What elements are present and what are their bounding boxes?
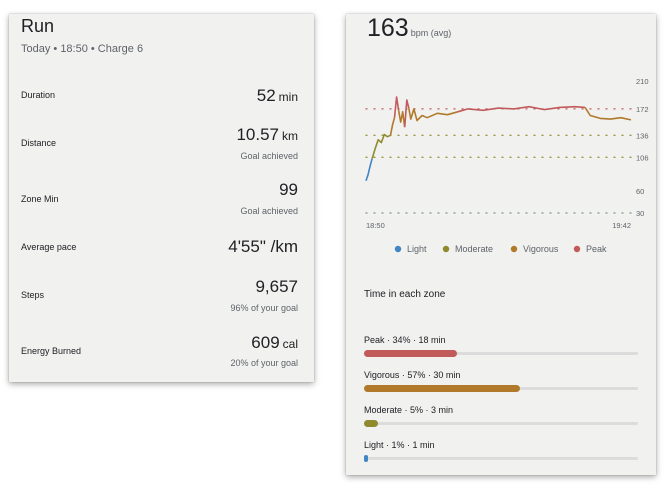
activity-title: Run — [21, 16, 55, 36]
legend-dot-vigorous — [510, 245, 518, 253]
zones-title: Time in each zone — [364, 289, 446, 300]
series-line-moderate — [371, 133, 391, 159]
zone-min-value: 99 — [279, 180, 298, 199]
y-tick-label: 210 — [636, 77, 649, 86]
duration-label: Duration — [21, 90, 56, 100]
legend-dot-light — [394, 245, 402, 253]
steps-goal-note: 96% of your goal — [230, 303, 298, 313]
average-heart-rate: 163 bpm (avg) — [367, 14, 451, 43]
energy-burned-value: 609 cal — [251, 333, 298, 352]
energy-burned-goal-note: 20% of your goal — [230, 358, 298, 368]
legend-item-moderate: Moderate — [442, 244, 493, 254]
legend-item-peak: Peak — [573, 244, 607, 254]
duration-value: 52 min — [256, 86, 298, 105]
legend-label-moderate: Moderate — [455, 244, 493, 254]
distance-goal-note: Goal achieved — [240, 151, 298, 161]
zone-peak-track — [364, 350, 638, 357]
distance-label: Distance — [21, 138, 57, 148]
series-line-vigorous — [408, 107, 458, 122]
series-line-light — [365, 158, 373, 181]
zone-min-label: Zone Min — [21, 194, 59, 204]
legend-label-vigorous: Vigorous — [523, 244, 559, 254]
heart-rate-value: 163 — [367, 14, 409, 42]
legend-label-light: Light — [407, 244, 427, 254]
heart-rate-chart: 210 172 136 106 60 30 18:50 19:42 Light Moderat… — [365, 77, 649, 254]
zone-vigorous-bar — [364, 385, 521, 392]
legend-item-light: Light — [394, 244, 427, 254]
run-summary-card: Run Today • 18:50 • Charge 6 Duration 52… — [9, 14, 314, 382]
zone-vigorous-label: Vigorous · 57% · 30 min — [364, 370, 461, 380]
zone-peak-bar — [364, 350, 458, 357]
y-tick-label: 106 — [636, 153, 649, 162]
zone-moderate-track — [364, 420, 638, 427]
legend-label-peak: Peak — [586, 244, 607, 254]
zone-min-goal-note: Goal achieved — [240, 206, 298, 216]
energy-burned-label: Energy Burned — [21, 346, 82, 356]
series-line-vigorous — [397, 110, 406, 128]
zone-moderate-bar — [364, 420, 378, 427]
series-line-vigorous — [389, 117, 396, 136]
series-line-peak — [457, 105, 586, 113]
heart-rate-card: 163 bpm (avg) 210 172 136 106 60 30 18:50 19:42… — [346, 14, 656, 475]
zone-light-bar — [364, 455, 369, 462]
y-tick-label: 60 — [636, 187, 644, 196]
zone-moderate-label: Moderate · 5% · 3 min — [364, 405, 454, 415]
legend-dot-peak — [573, 245, 581, 253]
x-tick-label: 18:50 — [366, 221, 385, 230]
average-pace-value: 4'55" /km — [228, 237, 298, 256]
zone-light-label: Light · 1% · 1 min — [364, 440, 435, 450]
steps-value: 9,657 — [255, 277, 298, 296]
y-tick-label: 30 — [636, 209, 644, 218]
y-tick-label: 172 — [636, 105, 649, 114]
x-tick-label: 19:42 — [612, 221, 631, 230]
series-line-peak — [403, 99, 410, 128]
series-line-vigorous — [584, 106, 632, 121]
series-line-peak — [393, 96, 400, 118]
zone-light-track — [364, 455, 638, 462]
zone-peak-label: Peak · 34% · 18 min — [364, 335, 446, 345]
legend-item-vigorous: Vigorous — [510, 244, 559, 254]
steps-label: Steps — [21, 290, 45, 300]
y-tick-label: 136 — [636, 131, 649, 140]
legend-dot-moderate — [442, 245, 450, 253]
average-pace-label: Average pace — [21, 242, 77, 252]
heart-rate-unit: bpm (avg) — [410, 28, 452, 38]
activity-subtitle: Today • 18:50 • Charge 6 — [21, 43, 144, 55]
distance-value: 10.57 km — [236, 125, 298, 144]
zone-vigorous-track — [364, 385, 638, 392]
